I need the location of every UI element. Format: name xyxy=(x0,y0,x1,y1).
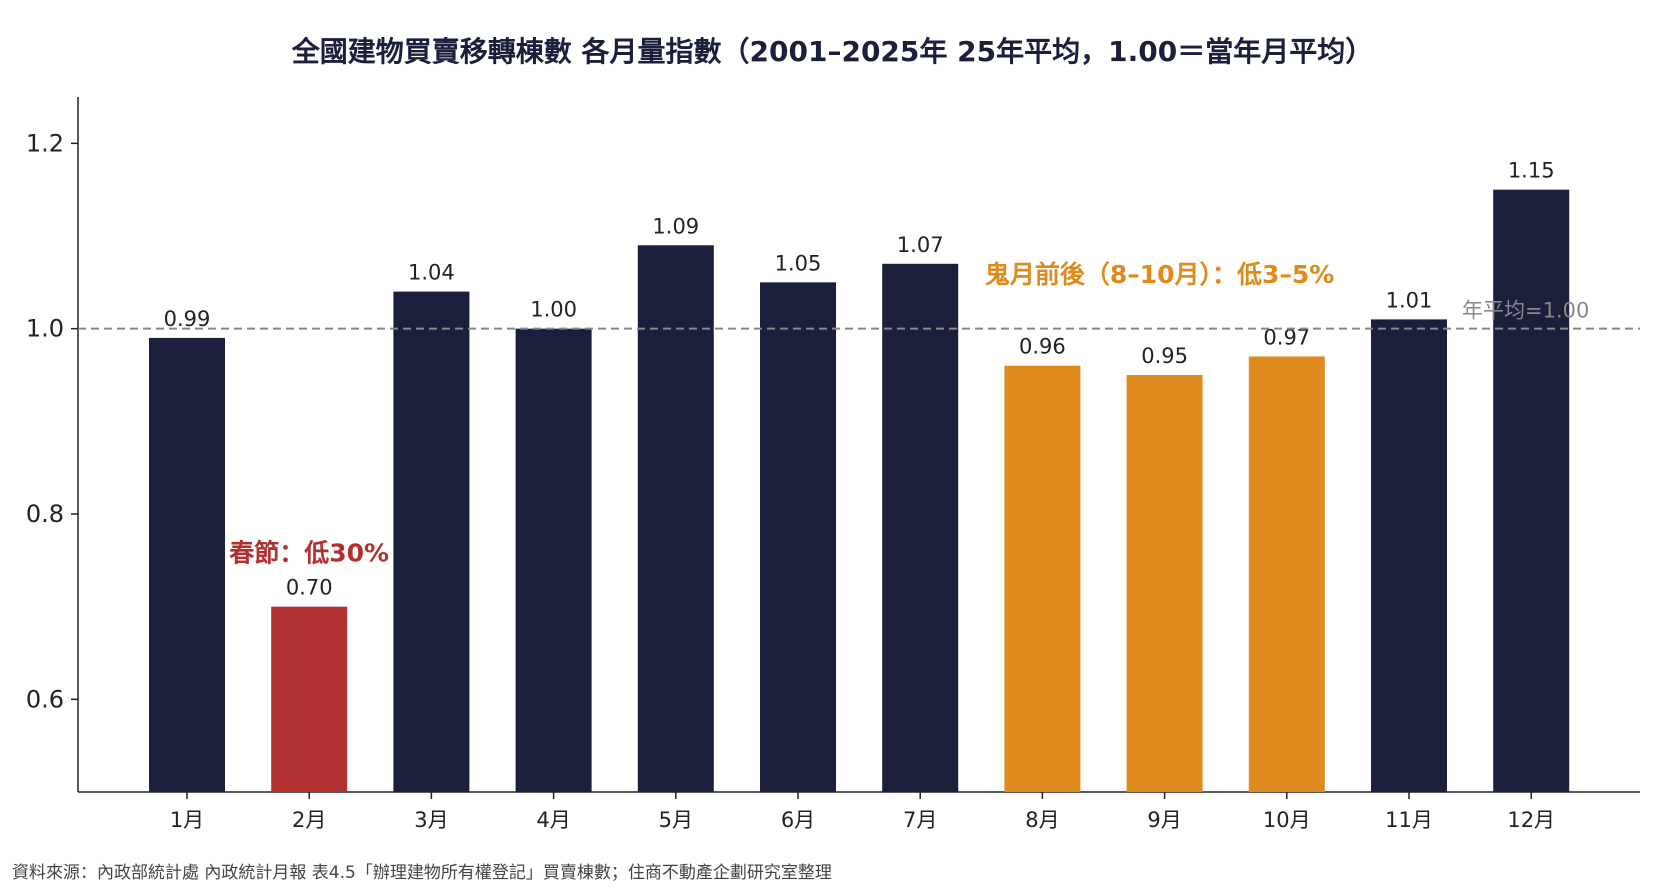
value-label: 0.95 xyxy=(1141,344,1188,368)
bar-1 xyxy=(149,337,225,792)
x-tick-label: 2月 xyxy=(292,808,326,832)
x-tick-label: 10月 xyxy=(1263,808,1311,832)
bar-2 xyxy=(271,606,348,792)
bar-10 xyxy=(1248,356,1325,792)
value-label: 0.70 xyxy=(286,576,333,600)
value-label: 1.07 xyxy=(897,233,944,257)
bar-11 xyxy=(1371,319,1447,792)
x-tick-label: 11月 xyxy=(1385,808,1433,832)
bar-12 xyxy=(1493,189,1570,792)
y-tick-label: 0.6 xyxy=(26,685,64,713)
x-tick-label: 3月 xyxy=(414,808,448,832)
reference-line-label: 年平均=1.00 xyxy=(1462,299,1589,323)
x-tick-label: 6月 xyxy=(781,808,815,832)
value-label: 1.00 xyxy=(530,298,577,322)
bar-7 xyxy=(882,263,959,792)
bar-4 xyxy=(515,328,592,792)
x-tick-label: 5月 xyxy=(659,808,693,832)
bar-9 xyxy=(1126,375,1203,792)
value-label: 1.05 xyxy=(775,251,822,275)
x-tick-label: 9月 xyxy=(1147,808,1181,832)
bar-8 xyxy=(1004,365,1081,792)
value-label: 0.99 xyxy=(164,307,211,331)
bar-3 xyxy=(393,291,470,792)
annotation-ghost-month: 鬼月前後（8–10月）：低3–5% xyxy=(985,260,1335,289)
y-tick-label: 1.0 xyxy=(26,315,64,343)
x-tick-label: 12月 xyxy=(1507,808,1555,832)
source-note: 資料來源：內政部統計處 內政統計月報 表4.5「辦理建物所有權登記」買賣棟數；住… xyxy=(12,863,832,883)
value-label: 0.96 xyxy=(1019,335,1066,359)
value-label: 1.15 xyxy=(1508,159,1555,183)
x-tick-label: 4月 xyxy=(536,808,570,832)
x-tick-label: 8月 xyxy=(1025,808,1059,832)
y-tick-label: 1.2 xyxy=(26,129,64,157)
x-tick-label: 7月 xyxy=(903,808,937,832)
annotation-spring-festival: 春節：低30% xyxy=(229,539,389,568)
value-label: 1.09 xyxy=(652,214,699,238)
chart-title: 全國建物買賣移轉棟數 各月量指數（2001–2025年 25年平均，1.00＝當… xyxy=(291,35,1374,68)
x-tick-label: 1月 xyxy=(170,808,204,832)
y-tick-label: 0.8 xyxy=(26,500,64,528)
bar-6 xyxy=(760,282,836,792)
value-label: 1.01 xyxy=(1386,288,1433,312)
value-label: 1.04 xyxy=(408,261,455,285)
bar-5 xyxy=(637,245,714,792)
